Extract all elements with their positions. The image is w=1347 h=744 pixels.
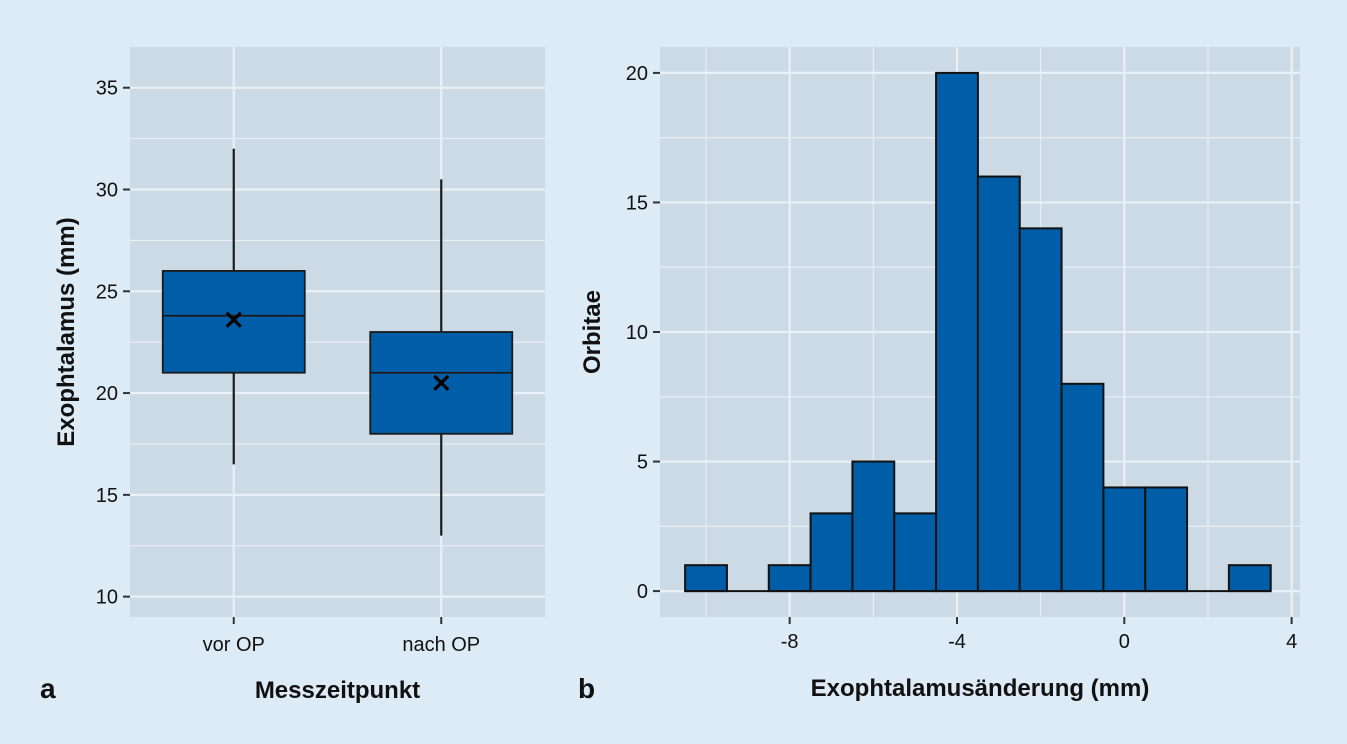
y-tick-label: 20 [96, 383, 118, 405]
y-tick-label: 15 [626, 192, 648, 214]
x-tick-label: 4 [1286, 631, 1297, 653]
x-tick-label: vor OP [203, 634, 265, 656]
histogram-bar [935, 71, 979, 593]
mean-marker [433, 374, 450, 392]
y-tick-label: 10 [96, 587, 118, 609]
y-tick-label: 35 [96, 78, 118, 100]
y-tick-label: 10 [626, 322, 648, 344]
y-tick-label: 30 [96, 180, 118, 202]
y-tick-label: 5 [637, 452, 648, 474]
histogram-bar [1102, 486, 1147, 593]
boxplot-axis-ticks: 10 15 20 25 30 35 vor OP nach OP [96, 78, 480, 656]
panel-label-a: a [40, 673, 56, 704]
histogram-y-axis-title: Orbitae [579, 290, 606, 374]
histogram-bar [976, 175, 1021, 593]
x-tick-label: -4 [948, 631, 966, 653]
boxplot-marks [161, 148, 514, 536]
boxplot-box-nach-op [369, 179, 514, 536]
histogram-panel: 0 5 10 15 20 -8 -4 0 4 Orbitae Exophtalamusänder… [578, 47, 1300, 704]
y-tick-label: 25 [96, 281, 118, 303]
x-tick-label: 0 [1119, 631, 1130, 653]
histogram-axis-ticks: 0 5 10 15 20 -8 -4 0 4 [626, 63, 1297, 653]
boxplot-x-axis-title: Messzeitpunkt [255, 677, 420, 704]
interquartile-box [369, 331, 514, 435]
x-tick-label: -8 [781, 631, 799, 653]
histogram-bar [1060, 382, 1105, 593]
boxplot-box-vor-op [161, 148, 306, 465]
histogram-bar [893, 512, 938, 593]
y-tick-label: 20 [626, 63, 648, 85]
boxplot-panel: 10 15 20 25 30 35 vor OP nach OP Exophtalamus (… [40, 47, 545, 704]
mean-marker [225, 311, 242, 328]
histogram-bar [809, 512, 854, 593]
histogram-bar [1227, 564, 1272, 593]
histogram-bar [1144, 486, 1189, 593]
histogram-bar [851, 460, 896, 593]
histogram-bar [1018, 227, 1063, 593]
boxplot-y-axis-title: Exophtalamus (mm) [53, 217, 80, 446]
panel-label-b: b [578, 673, 595, 704]
y-tick-label: 15 [96, 485, 118, 507]
y-tick-label: 0 [637, 581, 648, 603]
histogram-bar [684, 564, 728, 593]
histogram-bar [767, 564, 812, 593]
histogram-x-axis-title: Exophtalamusänderung (mm) [811, 675, 1150, 702]
histogram-bars [684, 71, 1272, 593]
x-tick-label: nach OP [402, 634, 480, 656]
